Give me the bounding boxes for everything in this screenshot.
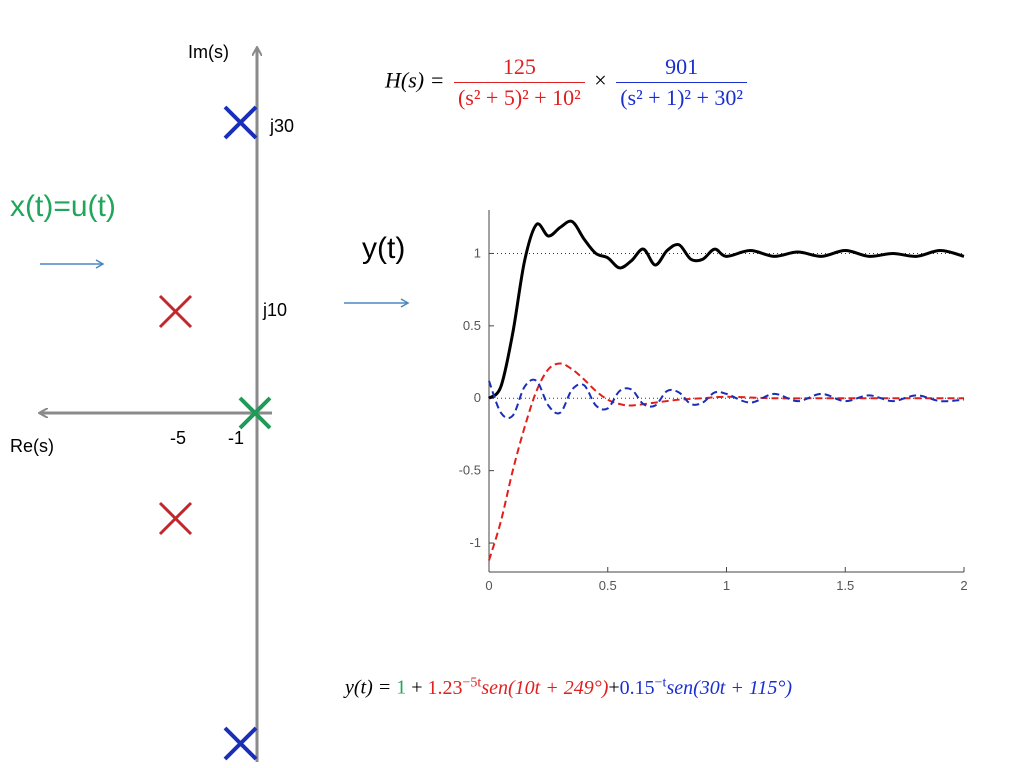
tf-fraction-red: 125 (s² + 5)² + 10² (453, 54, 585, 111)
tf-fraction-blue: 901 (s² + 1)² + 30² (616, 54, 748, 111)
y-tick-label: -1 (469, 535, 481, 550)
yt-plus2: + (608, 676, 620, 699)
pole-red-j10 (158, 294, 193, 329)
yt-exp3: −t (654, 675, 667, 690)
yt-lhs: y(t) = (345, 676, 397, 699)
input-arrow (40, 259, 105, 269)
pole-blue-j30 (223, 105, 258, 140)
transfer-function: H(s) = 125 (s² + 5)² + 10² × 901 (s² + 1… (385, 54, 751, 111)
y-tick-label: 0 (474, 390, 481, 405)
series-total-response (487, 219, 965, 400)
output-signal-label: y(t) (362, 232, 406, 265)
j10-label: j10 (263, 300, 288, 320)
x-tick-label: 0.5 (599, 578, 617, 593)
input-signal-label: x(t)=u(t) (10, 190, 116, 223)
yt-coef2: 1.23 (427, 676, 463, 699)
x-tick-label: 0 (485, 578, 492, 593)
x-tick-label: 1.5 (836, 578, 854, 593)
yt-coef3: 0.15 (619, 676, 655, 699)
yt-term1: 1 (396, 676, 407, 699)
im-axis-label: Im(s) (188, 42, 229, 62)
yt-sin3: sen(30t + 115°) (666, 676, 792, 699)
step-response-chart: 0 0.5 1 1.5 2 1 0.5 0 -0.5 -1 (459, 210, 968, 593)
y-tick-label: 0.5 (463, 318, 481, 333)
response-equation: y(t) = 1 + 1.23−5tsen(10t + 249°)+0.15−t… (345, 675, 792, 700)
yt-exp2: −5t (462, 675, 482, 690)
yt-term2: 1.23−5tsen(10t + 249°) (427, 675, 609, 699)
tf-lhs: H(s) = (385, 67, 445, 93)
tf-times: × (594, 67, 607, 93)
yt-sin2: sen(10t + 249°) (481, 676, 609, 699)
pole-zero-plot (0, 0, 272, 762)
tf-num2: 901 (616, 54, 748, 83)
re-tick-minus5: -5 (170, 428, 187, 448)
series-red-component (488, 362, 964, 561)
re-axis-label: Re(s) (10, 436, 54, 456)
x-tick-label: 2 (960, 578, 967, 593)
series-blue-component (488, 378, 965, 420)
x-tick-label: 1 (723, 578, 730, 593)
tf-den2: (s² + 1)² + 30² (620, 85, 744, 110)
re-tick-minus1: -1 (228, 428, 245, 448)
y-tick-label: 1 (474, 245, 481, 260)
y-tick-label: -0.5 (459, 463, 481, 478)
j30-label: j30 (270, 116, 295, 136)
tf-den1: (s² + 5)² + 10² (457, 85, 581, 110)
marker-green-origin (238, 396, 272, 430)
yt-plus1: + (406, 676, 428, 699)
pole-red-minus-j10 (158, 501, 193, 536)
tf-num1: 125 (453, 54, 585, 83)
pole-blue-minus-j30 (223, 726, 258, 761)
yt-term3: 0.15−tsen(30t + 115°) (619, 675, 792, 699)
output-arrow-head (344, 298, 410, 308)
